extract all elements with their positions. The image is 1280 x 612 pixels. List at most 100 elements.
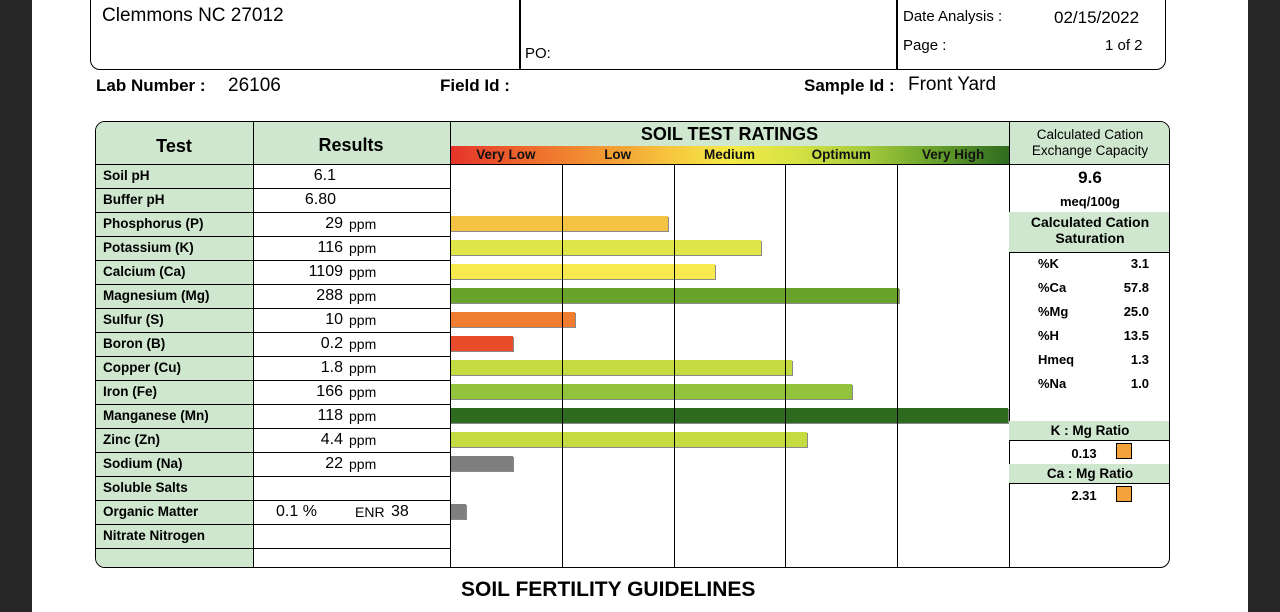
row-divider [96,236,450,237]
test-name: Organic Matter [103,504,199,519]
ratings-title: SOIL TEST RATINGS [640,124,819,144]
result-value: 6.1 [313,167,336,184]
table-row: Organic Matter 0.1 % ENR 38 [96,500,1009,524]
soil-test-table: Test Results SOIL TEST RATINGS Very Low L… [95,121,1170,568]
row-divider [96,428,450,429]
header-divider [450,164,1009,165]
rating-bar [450,312,576,327]
result-value: 4.4 [320,431,343,448]
rating-category-label: Optimum [811,147,871,162]
address-line: Clemmons NC 27012 [102,5,284,26]
test-name: Zinc (Zn) [103,432,160,447]
table-row: Potassium (K) 116 ppm [96,236,1009,260]
saturation-value: 57.8 [1123,280,1149,295]
ca-mg-header-bg [1009,464,1169,483]
test-name: Potassium (K) [103,240,194,255]
saturation-value: 3.1 [1130,256,1149,271]
date-analysis-label: Date Analysis : [903,8,1003,25]
result-value: 10 [325,311,343,328]
test-name: Manganese (Mn) [103,408,209,423]
table-row: Soluble Salts [96,476,1009,500]
result-unit: ppm [349,216,377,232]
row-divider [96,308,450,309]
row-divider [96,380,450,381]
result-value: 22 [325,455,343,472]
table-row: Manganese (Mn) 118 ppm [96,404,1009,428]
rating-divider [785,164,787,567]
table-row: Soil pH 6.1 [96,164,1009,188]
saturation-header-bg [1009,212,1169,252]
saturation-title: Calculated Cation Saturation [1030,214,1150,246]
saturation-label: %K [1038,256,1059,271]
sample-id-label: Sample Id : [804,76,895,95]
table-row: Calcium (Ca) 1109 ppm [96,260,1009,284]
saturation-value: 25.0 [1123,304,1149,319]
rating-bar [450,360,793,375]
cec-value: 9.6 [1078,168,1102,187]
result-value: 166 [316,383,343,400]
result-unit: ppm [349,456,377,472]
k-mg-value: 0.13 [1071,446,1097,461]
enr-label: ENR [355,504,385,520]
column-divider [1009,122,1010,567]
result-value: 118 [317,407,343,424]
row-divider [96,548,450,549]
table-row: Zinc (Zn) 4.4 ppm [96,428,1009,452]
column-divider [450,122,451,567]
cec-unit: meq/100g [1060,194,1120,209]
lab-number-label: Lab Number : [96,76,206,95]
result-unit: ppm [349,336,377,352]
test-name: Buffer pH [103,192,165,207]
table-row: Boron (B) 0.2 ppm [96,332,1009,356]
rating-category-label: Very High [921,147,985,162]
test-name: Soluble Salts [103,480,188,495]
col-results-header: Results [318,135,384,155]
saturation-value: 13.5 [1123,328,1149,343]
row-divider [96,356,450,357]
table-row: Nitrate Nitrogen [96,524,1009,548]
row-divider [96,332,450,333]
rating-bar [450,336,513,351]
row-divider [96,452,450,453]
date-analysis-value: 02/15/2022 [1054,8,1140,27]
rating-bar [450,216,668,231]
test-name: Nitrate Nitrogen [103,528,206,543]
result-unit: ppm [349,408,377,424]
col-test-header: Test [156,136,192,156]
test-name: Copper (Cu) [103,360,181,375]
result-unit: ppm [349,360,377,376]
cec-title: Calculated Cation Exchange Capacity [1031,127,1149,158]
saturation-label: Hmeq [1038,352,1075,367]
rating-bar [450,432,807,447]
test-name: Iron (Fe) [103,384,157,399]
cec-divider [1009,440,1169,441]
test-column-bg [96,164,253,567]
rating-bar [450,384,853,399]
guidelines-title: SOIL FERTILITY GUIDELINES [461,578,756,601]
table-row: Iron (Fe) 166 ppm [96,380,1009,404]
page-label: Page : [903,37,947,54]
saturation-value: 1.0 [1130,376,1149,391]
sample-id-value: Front Yard [908,74,997,95]
k-mg-header-bg [1009,421,1169,440]
table-row: Sulfur (S) 10 ppm [96,308,1009,332]
rating-bar [450,408,1008,423]
report-page: Clemmons NC 27012 PO: Date Analysis : 02… [32,0,1248,612]
lab-number-value: 26106 [228,75,281,96]
rating-bar [450,288,900,303]
result-value: 6.80 [304,191,336,208]
test-name: Sulfur (S) [103,312,164,327]
cec-divider [1009,483,1169,484]
row-divider [96,284,450,285]
row-divider [96,524,450,525]
table-row: Copper (Cu) 1.8 ppm [96,356,1009,380]
rating-bar [450,456,513,471]
test-name: Calcium (Ca) [103,264,186,279]
test-name: Phosphorus (P) [103,216,204,231]
rating-divider [561,164,563,567]
rating-bar [450,504,466,519]
row-divider [96,260,450,261]
rating-category-label: Medium [703,147,755,162]
test-name: Magnesium (Mg) [103,288,210,303]
column-divider [253,122,254,567]
